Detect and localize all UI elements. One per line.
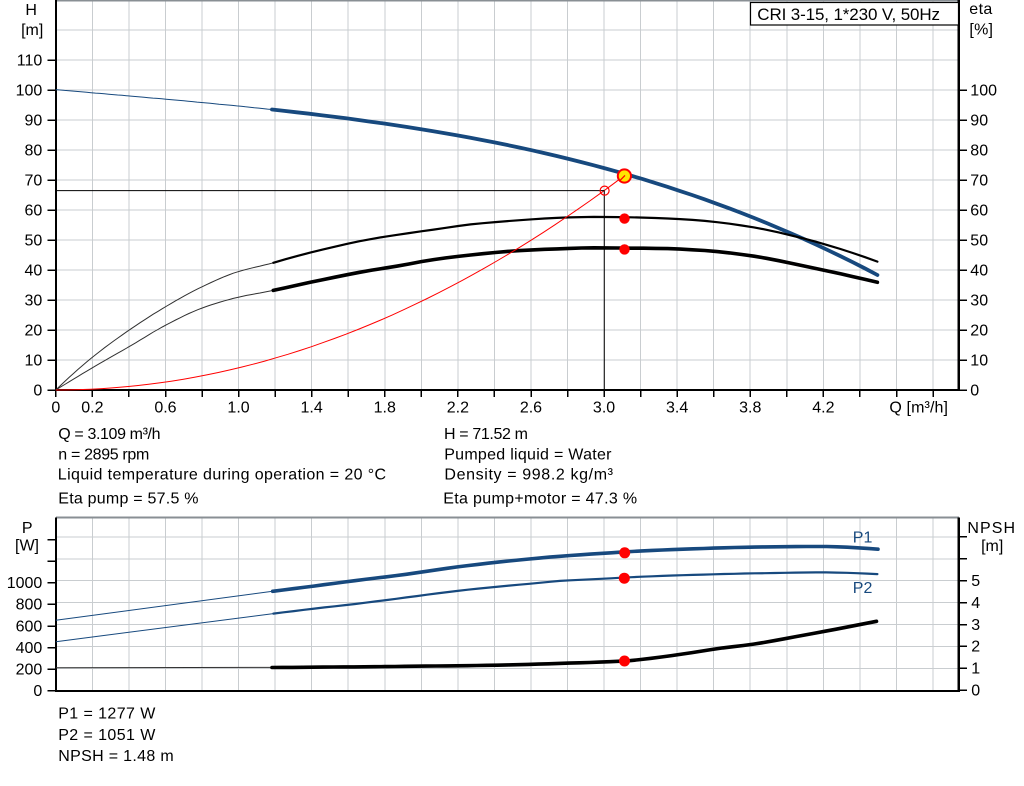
svg-text:[m]: [m] — [21, 22, 43, 39]
svg-text:[W]: [W] — [15, 538, 39, 555]
svg-text:[m]: [m] — [981, 538, 1003, 555]
svg-text:800: 800 — [16, 597, 43, 614]
svg-text:70: 70 — [25, 172, 43, 189]
svg-text:3.4: 3.4 — [666, 399, 688, 416]
svg-text:80: 80 — [970, 142, 988, 159]
svg-text:4: 4 — [971, 595, 980, 612]
svg-text:3: 3 — [971, 617, 980, 634]
svg-text:0: 0 — [51, 399, 60, 416]
svg-text:NPSH = 1.48 m: NPSH = 1.48 m — [58, 748, 174, 765]
svg-text:80: 80 — [25, 142, 43, 159]
svg-text:P2: P2 — [853, 580, 873, 597]
svg-text:200: 200 — [16, 661, 43, 678]
svg-text:20: 20 — [970, 322, 988, 339]
svg-text:0: 0 — [971, 683, 980, 700]
svg-text:5: 5 — [971, 573, 980, 590]
svg-text:110: 110 — [17, 52, 43, 69]
svg-text:NPSH: NPSH — [967, 520, 1015, 537]
svg-text:400: 400 — [16, 640, 43, 657]
svg-text:P1 = 1277 W: P1 = 1277 W — [58, 706, 156, 723]
svg-text:2.6: 2.6 — [520, 399, 542, 416]
svg-text:0.2: 0.2 — [81, 399, 103, 416]
svg-text:50: 50 — [25, 232, 43, 249]
svg-text:P2 = 1051 W: P2 = 1051 W — [58, 727, 156, 744]
svg-text:2.2: 2.2 — [447, 399, 469, 416]
svg-text:0: 0 — [33, 382, 42, 399]
svg-text:40: 40 — [970, 262, 988, 279]
svg-text:0: 0 — [970, 382, 979, 399]
svg-text:10: 10 — [25, 352, 43, 369]
svg-text:1.4: 1.4 — [301, 399, 323, 416]
svg-text:0.6: 0.6 — [154, 399, 176, 416]
svg-text:20: 20 — [25, 322, 43, 339]
svg-text:Pumped liquid = Water: Pumped liquid = Water — [444, 446, 612, 463]
svg-text:3.0: 3.0 — [593, 399, 615, 416]
svg-text:CRI 3-15, 1*230 V, 50Hz: CRI 3-15, 1*230 V, 50Hz — [757, 5, 940, 24]
svg-text:50: 50 — [970, 232, 988, 249]
svg-text:0: 0 — [33, 683, 42, 700]
svg-text:H = 71.52 m: H = 71.52 m — [444, 426, 528, 443]
svg-text:n = 2895 rpm: n = 2895 rpm — [58, 446, 149, 463]
svg-text:30: 30 — [25, 292, 43, 309]
svg-text:90: 90 — [25, 112, 43, 129]
svg-text:1000: 1000 — [7, 575, 43, 592]
svg-text:P1: P1 — [853, 530, 873, 547]
svg-text:90: 90 — [970, 112, 988, 129]
svg-text:Q [m³/h]: Q [m³/h] — [889, 399, 948, 416]
svg-text:70: 70 — [970, 172, 988, 189]
svg-text:3.8: 3.8 — [739, 399, 761, 416]
svg-text:[%]: [%] — [969, 22, 993, 39]
svg-text:Eta pump+motor = 47.3 %: Eta pump+motor = 47.3 % — [443, 490, 637, 507]
svg-text:100: 100 — [970, 82, 997, 99]
svg-text:1.8: 1.8 — [374, 399, 396, 416]
svg-text:Q = 3.109 m³/h: Q = 3.109 m³/h — [58, 426, 160, 443]
svg-text:Eta pump = 57.5 %: Eta pump = 57.5 % — [58, 490, 198, 507]
svg-text:10: 10 — [970, 352, 988, 369]
svg-text:eta: eta — [969, 1, 992, 18]
svg-text:1.0: 1.0 — [227, 399, 249, 416]
svg-text:Density = 998.2 kg/m³: Density = 998.2 kg/m³ — [444, 467, 613, 484]
svg-text:1: 1 — [971, 661, 980, 678]
svg-text:40: 40 — [25, 262, 43, 279]
svg-text:60: 60 — [25, 202, 43, 219]
svg-text:60: 60 — [970, 202, 988, 219]
svg-text:100: 100 — [16, 82, 43, 99]
svg-text:2: 2 — [971, 639, 980, 656]
svg-text:30: 30 — [970, 292, 988, 309]
svg-text:600: 600 — [16, 618, 43, 635]
svg-text:Liquid temperature during oper: Liquid temperature during operation = 20… — [58, 467, 386, 484]
svg-text:4.2: 4.2 — [812, 399, 834, 416]
svg-text:H: H — [25, 2, 37, 19]
svg-text:P: P — [22, 520, 33, 537]
